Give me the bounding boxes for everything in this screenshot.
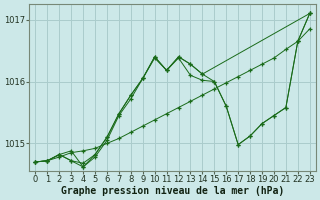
X-axis label: Graphe pression niveau de la mer (hPa): Graphe pression niveau de la mer (hPa) — [61, 186, 284, 196]
